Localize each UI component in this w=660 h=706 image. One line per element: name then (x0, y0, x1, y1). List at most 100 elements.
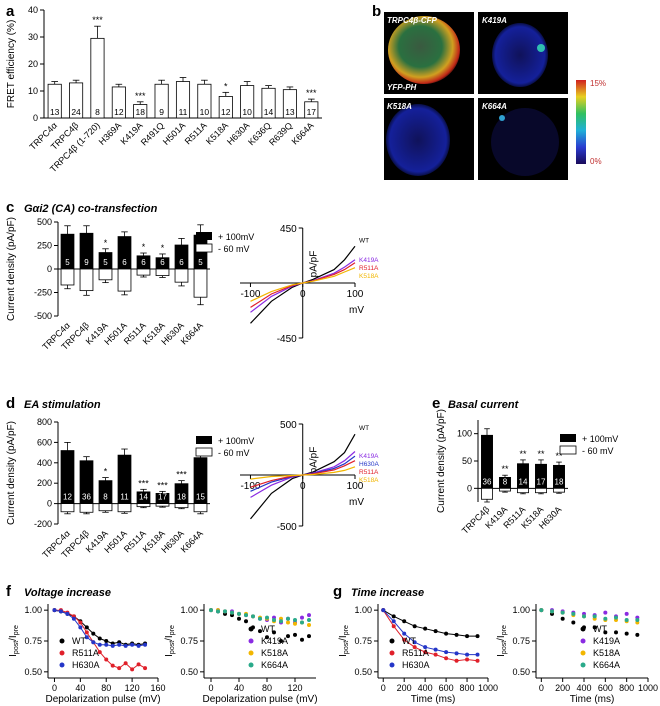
legend-label-k518a: K518A (593, 648, 620, 658)
category-label: H501A (161, 120, 188, 147)
legend-label-wt: WT (72, 636, 86, 646)
y-tick-label: -450 (277, 334, 297, 345)
y-tick-label: 1.00 (24, 605, 42, 615)
x-tick-label: 200 (397, 683, 412, 693)
micro-label-k664a: K664A (482, 102, 507, 111)
point-k664a (635, 618, 640, 623)
point-k419a (307, 613, 311, 618)
point-wt (614, 630, 618, 635)
point-h630a (423, 645, 428, 650)
point-k664a (223, 609, 227, 614)
y-tick-label: -500 (34, 311, 52, 321)
legend-label-k664a: K664A (261, 660, 288, 670)
legend-label-r511a: R511A (402, 648, 429, 658)
point-wt (560, 616, 565, 621)
x-tick-label: -100 (240, 289, 260, 300)
point-wt (104, 639, 109, 643)
bar-neg (98, 503, 113, 512)
legend-dot-wt (580, 626, 586, 632)
point-r511a (78, 620, 83, 625)
point-h630a (143, 642, 148, 647)
x-tick-label: 1000 (478, 683, 498, 693)
point-k664a (216, 609, 220, 614)
x-axis-label: Time (ms) (411, 694, 456, 705)
point-r511a (475, 658, 480, 663)
legend-label-k664a: K664A (593, 660, 620, 670)
n-label: 36 (483, 477, 492, 486)
iv-series-label: WT (359, 237, 369, 244)
point-r511a (412, 645, 417, 650)
n-label: 11 (179, 107, 188, 117)
x-tick-label: 800 (619, 683, 634, 693)
point-k664a (624, 618, 629, 623)
x-tick-label: 800 (460, 683, 475, 693)
point-k419a (624, 611, 629, 616)
point-k664a (592, 614, 597, 619)
x-tick-label: 80 (101, 683, 111, 693)
legend-label-neg: - 60 mV (218, 448, 250, 458)
iv-series-label: WT (359, 425, 369, 432)
n-label: 11 (120, 493, 129, 502)
x-axis-label: Depolarization pulse (mV) (202, 694, 317, 705)
iv-series-label: K518A (359, 477, 379, 484)
sig-mark: ** (555, 451, 563, 461)
point-k664a (279, 619, 283, 624)
point-h630a (117, 642, 122, 647)
point-wt (272, 630, 276, 635)
legend-label-neg: - 60 mV (582, 446, 614, 456)
legend-dot-k664a (580, 662, 586, 668)
point-r511a (444, 656, 449, 661)
y-tick-label: 200 (37, 478, 52, 488)
n-label: 9 (84, 258, 89, 267)
panel-label-g: g (333, 583, 342, 600)
bar-neg (193, 503, 208, 513)
title-f: Voltage increase (24, 587, 111, 599)
point-r511a (391, 624, 396, 629)
legend-label-pos: + 100mV (218, 436, 254, 446)
point-r511a (117, 666, 122, 671)
point-h630a (130, 642, 135, 647)
title-d: EA stimulation (24, 399, 101, 411)
y-axis-label: Ipost/Ipre (8, 625, 20, 657)
y-tick-label: 1.00 (354, 605, 372, 615)
legend-label-k518a: K518A (261, 648, 288, 658)
point-wt (300, 637, 304, 642)
point-wt (258, 629, 262, 634)
y-tick-label: 400 (37, 458, 52, 468)
y-tick-label: 500 (280, 420, 297, 431)
micro-label-k419a: K419A (482, 16, 507, 25)
color-scale-bar (576, 80, 586, 164)
n-label: 12 (63, 493, 72, 502)
y-tick-label: 0.75 (24, 636, 42, 646)
y-tick-label: 100 (457, 429, 472, 439)
y-tick-label: 250 (37, 241, 52, 251)
legend-dot-wt (389, 638, 395, 644)
x-tick-label: 100 (347, 289, 364, 300)
sig-mark: *** (92, 15, 103, 25)
y-axis-label: Current density (pA/pF) (436, 409, 447, 513)
iv-line-k518a (250, 267, 356, 302)
y-axis-label: Current density (pA/pF) (6, 421, 17, 525)
legend-label-neg: - 60 mV (218, 244, 250, 254)
bar-neg (553, 487, 565, 493)
point-wt (465, 634, 470, 639)
point-k664a (614, 615, 618, 620)
legend-label-k419a: K419A (261, 636, 288, 646)
y-tick-label: 0 (33, 113, 38, 123)
legend-swatch-neg (559, 445, 577, 455)
n-label: 13 (285, 107, 295, 117)
point-wt (84, 625, 89, 630)
n-label: 6 (141, 258, 146, 267)
point-r511a (97, 650, 102, 655)
point-k664a (237, 611, 241, 616)
bar-neg (117, 268, 132, 292)
n-label: 24 (71, 107, 81, 117)
legend-dot-wt (59, 638, 65, 644)
point-wt (412, 624, 417, 629)
y-tick-label: 0.50 (180, 667, 198, 677)
point-k664a (539, 608, 544, 613)
x-axis-label: mV (349, 305, 364, 316)
n-label: 5 (198, 258, 203, 267)
y-tick-label: 1.00 (180, 605, 198, 615)
